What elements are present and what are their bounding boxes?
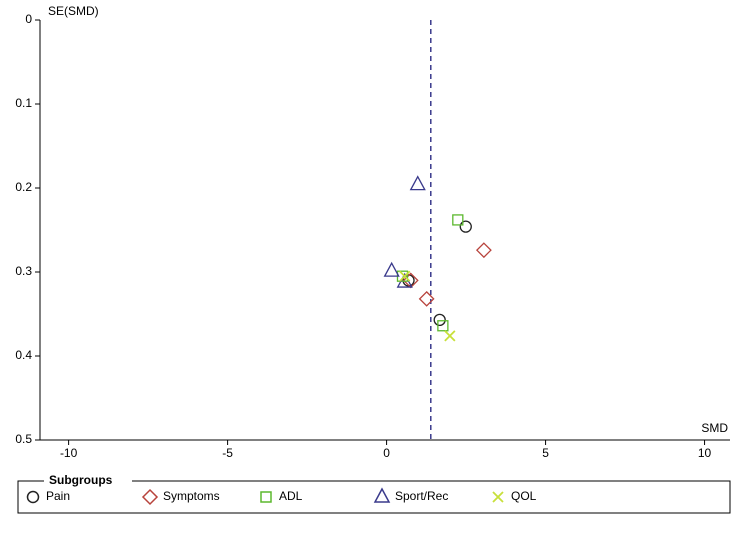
legend-box [17, 480, 731, 514]
legend-label: Sport/Rec [395, 489, 448, 503]
x-tick-label: 5 [542, 446, 549, 460]
marker-cross [444, 330, 456, 342]
legend-label: Symptoms [163, 489, 220, 503]
legend-title: Subgroups [49, 473, 113, 487]
x-tick-label: 10 [698, 446, 712, 460]
marker-cross [399, 270, 411, 282]
y-tick-label: 0.4 [15, 348, 32, 362]
marker-triangle [409, 175, 426, 191]
y-tick-label: 0.2 [15, 180, 32, 194]
x-tick-label: -10 [60, 446, 78, 460]
marker-square [452, 214, 464, 226]
legend-label: QOL [511, 489, 537, 503]
y-tick-label: 0.1 [15, 96, 32, 110]
legend-marker [141, 488, 159, 506]
legend-label: ADL [279, 489, 303, 503]
marker-square [437, 320, 449, 332]
x-tick-label: 0 [383, 446, 390, 460]
y-tick-label: 0 [25, 12, 32, 26]
y-axis-label: SE(SMD) [48, 4, 99, 18]
legend-marker [260, 491, 272, 503]
legend-title-bg [44, 474, 132, 488]
marker-circle [459, 220, 472, 233]
marker-diamond [418, 290, 435, 307]
legend-marker [492, 491, 504, 503]
y-tick-label: 0.5 [15, 432, 32, 446]
legend-label: Pain [46, 489, 70, 503]
marker-circle [433, 313, 446, 327]
legend-marker [373, 487, 391, 503]
x-axis-label: SMD [701, 421, 728, 435]
y-tick-label: 0.3 [15, 264, 32, 278]
x-tick-label: -5 [222, 446, 233, 460]
marker-triangle [383, 261, 400, 277]
legend-marker [26, 490, 40, 504]
marker-diamond [475, 242, 492, 259]
